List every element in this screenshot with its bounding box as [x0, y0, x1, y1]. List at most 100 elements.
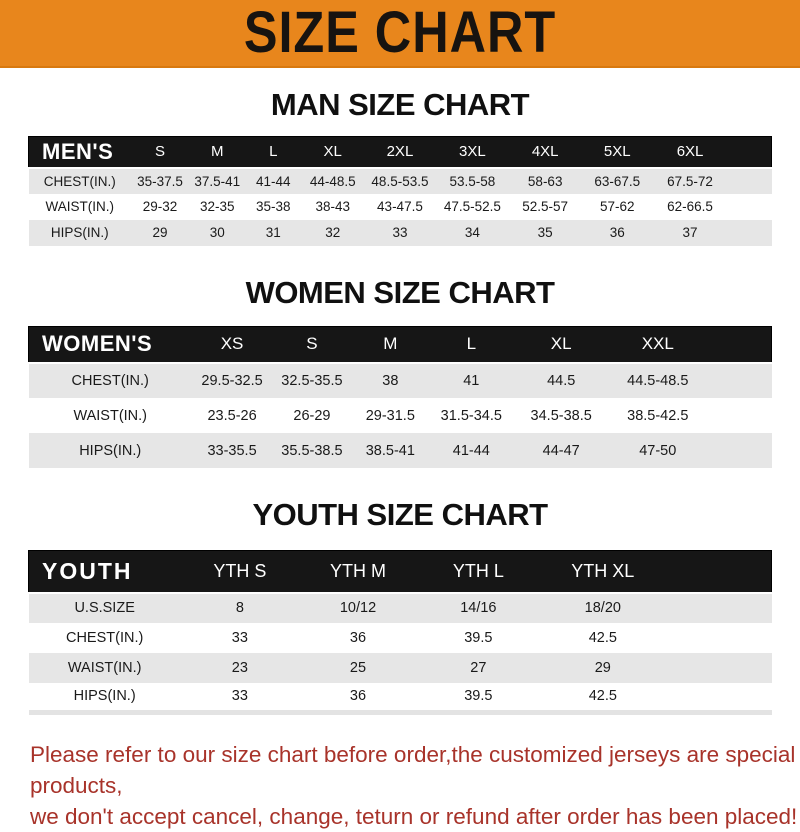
- women-hips-row: HIPS(IN.) 33-35.5 35.5-38.5 38.5-41 41-4…: [28, 433, 772, 468]
- value-cell: 34.5-38.5: [530, 407, 592, 424]
- row-label-cell: CHEST(IN.): [65, 629, 144, 646]
- women-corner-label: WOMEN'S: [42, 331, 153, 357]
- value-cell: 33: [392, 225, 408, 240]
- row-label-cell: U.S.SIZE: [74, 600, 135, 616]
- value-cell: 63-67.5: [594, 173, 641, 189]
- value-cell: 67.5-72: [667, 173, 713, 189]
- spacer-cell: [666, 653, 772, 683]
- spacer-cell: [727, 220, 772, 246]
- value-cell: 41: [463, 373, 480, 389]
- value-cell: 38-43: [315, 199, 350, 214]
- value-cell: 18/20: [584, 600, 621, 616]
- spacer-cell: [666, 593, 772, 623]
- size-header-cell: L: [269, 143, 278, 161]
- value-cell: 36: [609, 225, 625, 240]
- size-header-cell: 2XL: [386, 143, 414, 161]
- value-cell: 57-62: [599, 199, 635, 214]
- size-header-cell: XS: [220, 334, 244, 354]
- value-cell: 31.5-34.5: [440, 407, 502, 424]
- youth-ussize-row: U.S.SIZE 8 10/12 14/16 18/20: [28, 592, 772, 623]
- youth-waist-row: WAIST(IN.) 23 25 27 29: [28, 652, 772, 683]
- men-size-table: MEN'S S M L XL 2XL 3XL 4XL 5XL 6XL CHEST…: [28, 136, 772, 246]
- men-waist-row: WAIST(IN.) 29-32 32-35 35-38 38-43 43-47…: [28, 193, 772, 220]
- value-cell: 44.5-48.5: [627, 373, 689, 389]
- youth-hips-row: HIPS(IN.) 33 36 39.5 42.5: [28, 682, 772, 713]
- size-header-cell: YTH S: [213, 560, 267, 581]
- value-cell: 35.5-38.5: [281, 442, 343, 459]
- disclaimer-text: Please refer to our size chart before or…: [30, 739, 800, 832]
- value-cell: 38.5-41: [365, 442, 415, 459]
- youth-header-row: YOUTH YTH S YTH M YTH L YTH XL: [28, 550, 772, 593]
- value-cell: 29: [594, 659, 611, 676]
- youth-section-title: YOUTH SIZE CHART: [252, 497, 548, 532]
- spacer-cell: [707, 398, 772, 433]
- youth-corner-label: YOUTH: [42, 557, 133, 584]
- spacer-cell: [707, 363, 772, 398]
- value-cell: 23.5-26: [207, 407, 257, 424]
- value-cell: 37.5-41: [194, 173, 241, 189]
- value-cell: 44-48.5: [309, 173, 356, 189]
- value-cell: 38.5-42.5: [627, 407, 689, 424]
- value-cell: 26-29: [293, 407, 331, 424]
- value-cell: 29: [152, 225, 168, 240]
- size-header-cell: XXL: [641, 334, 674, 354]
- value-cell: 52.5-57: [522, 199, 569, 214]
- value-cell: 29.5-32.5: [201, 373, 263, 389]
- value-cell: 41-44: [452, 442, 490, 459]
- women-chest-row: CHEST(IN.) 29.5-32.5 32.5-35.5 38 41 44.…: [28, 363, 772, 398]
- men-hips-row: HIPS(IN.) 29 30 31 32 33 34 35 36 37: [28, 219, 772, 246]
- value-cell: 39.5: [464, 629, 493, 646]
- value-cell: 10/12: [339, 600, 377, 616]
- value-cell: 34: [464, 225, 480, 240]
- size-header-cell: M: [210, 143, 224, 161]
- value-cell: 23: [231, 659, 248, 676]
- row-label-cell: WAIST(IN.): [67, 659, 142, 676]
- row-label-cell: WAIST(IN.): [45, 199, 115, 214]
- value-cell: 33: [231, 629, 248, 646]
- value-cell: 27: [470, 659, 487, 676]
- value-cell: 62-66.5: [667, 199, 713, 214]
- value-cell: 25: [349, 659, 367, 676]
- value-cell: 47.5-52.5: [443, 199, 501, 214]
- value-cell: 14/16: [460, 600, 497, 616]
- size-header-cell: 5XL: [603, 143, 631, 161]
- value-cell: 39.5: [464, 688, 493, 705]
- disclaimer-line-1: Please refer to our size chart before or…: [30, 742, 796, 798]
- size-header-cell: YTH L: [452, 560, 504, 581]
- value-cell: 42.5: [588, 688, 617, 705]
- size-header-cell: S: [306, 334, 318, 354]
- spacer-cell: [707, 326, 772, 363]
- size-header-cell: YTH XL: [571, 560, 635, 581]
- value-cell: 38: [382, 373, 399, 389]
- youth-size-table: YOUTH YTH S YTH M YTH L YTH XL U.S.SIZE …: [28, 550, 772, 715]
- size-header-cell: XL: [323, 143, 342, 161]
- row-label-cell: HIPS(IN.): [79, 442, 142, 459]
- women-size-table: WOMEN'S XS S M L XL XXL CHEST(IN.) 29.5-…: [28, 326, 772, 468]
- men-section-title: MAN SIZE CHART: [270, 87, 530, 122]
- value-cell: 42.5: [588, 629, 617, 646]
- value-cell: 30: [209, 225, 225, 240]
- spacer-cell: [666, 551, 772, 593]
- value-cell: 53.5-58: [449, 173, 496, 189]
- value-cell: 36: [349, 688, 367, 705]
- value-cell: 44-47: [542, 442, 580, 459]
- spacer-cell: [666, 623, 772, 653]
- row-label-cell: WAIST(IN.): [73, 407, 147, 424]
- value-cell: 29-31.5: [365, 407, 415, 424]
- women-section-title: WOMEN SIZE CHART: [245, 274, 555, 310]
- size-header-cell: XL: [550, 334, 572, 354]
- disclaimer-line-2: we don't accept cancel, change, teturn o…: [30, 804, 798, 829]
- spacer-cell: [727, 137, 772, 168]
- youth-chest-row: CHEST(IN.) 33 36 39.5 42.5: [28, 622, 772, 653]
- size-header-cell: YTH M: [330, 560, 386, 581]
- value-cell: 35-38: [256, 199, 291, 214]
- size-header-cell: L: [466, 334, 477, 354]
- value-cell: 32-35: [199, 199, 235, 214]
- size-header-cell: S: [155, 143, 166, 161]
- value-cell: 35-37.5: [137, 173, 183, 189]
- value-cell: 41-44: [256, 173, 291, 189]
- row-label-cell: HIPS(IN.): [73, 688, 136, 705]
- spacer-cell: [707, 433, 772, 468]
- men-chest-row: CHEST(IN.) 35-37.5 37.5-41 41-44 44-48.5…: [28, 167, 772, 194]
- value-cell: 47-50: [639, 442, 677, 459]
